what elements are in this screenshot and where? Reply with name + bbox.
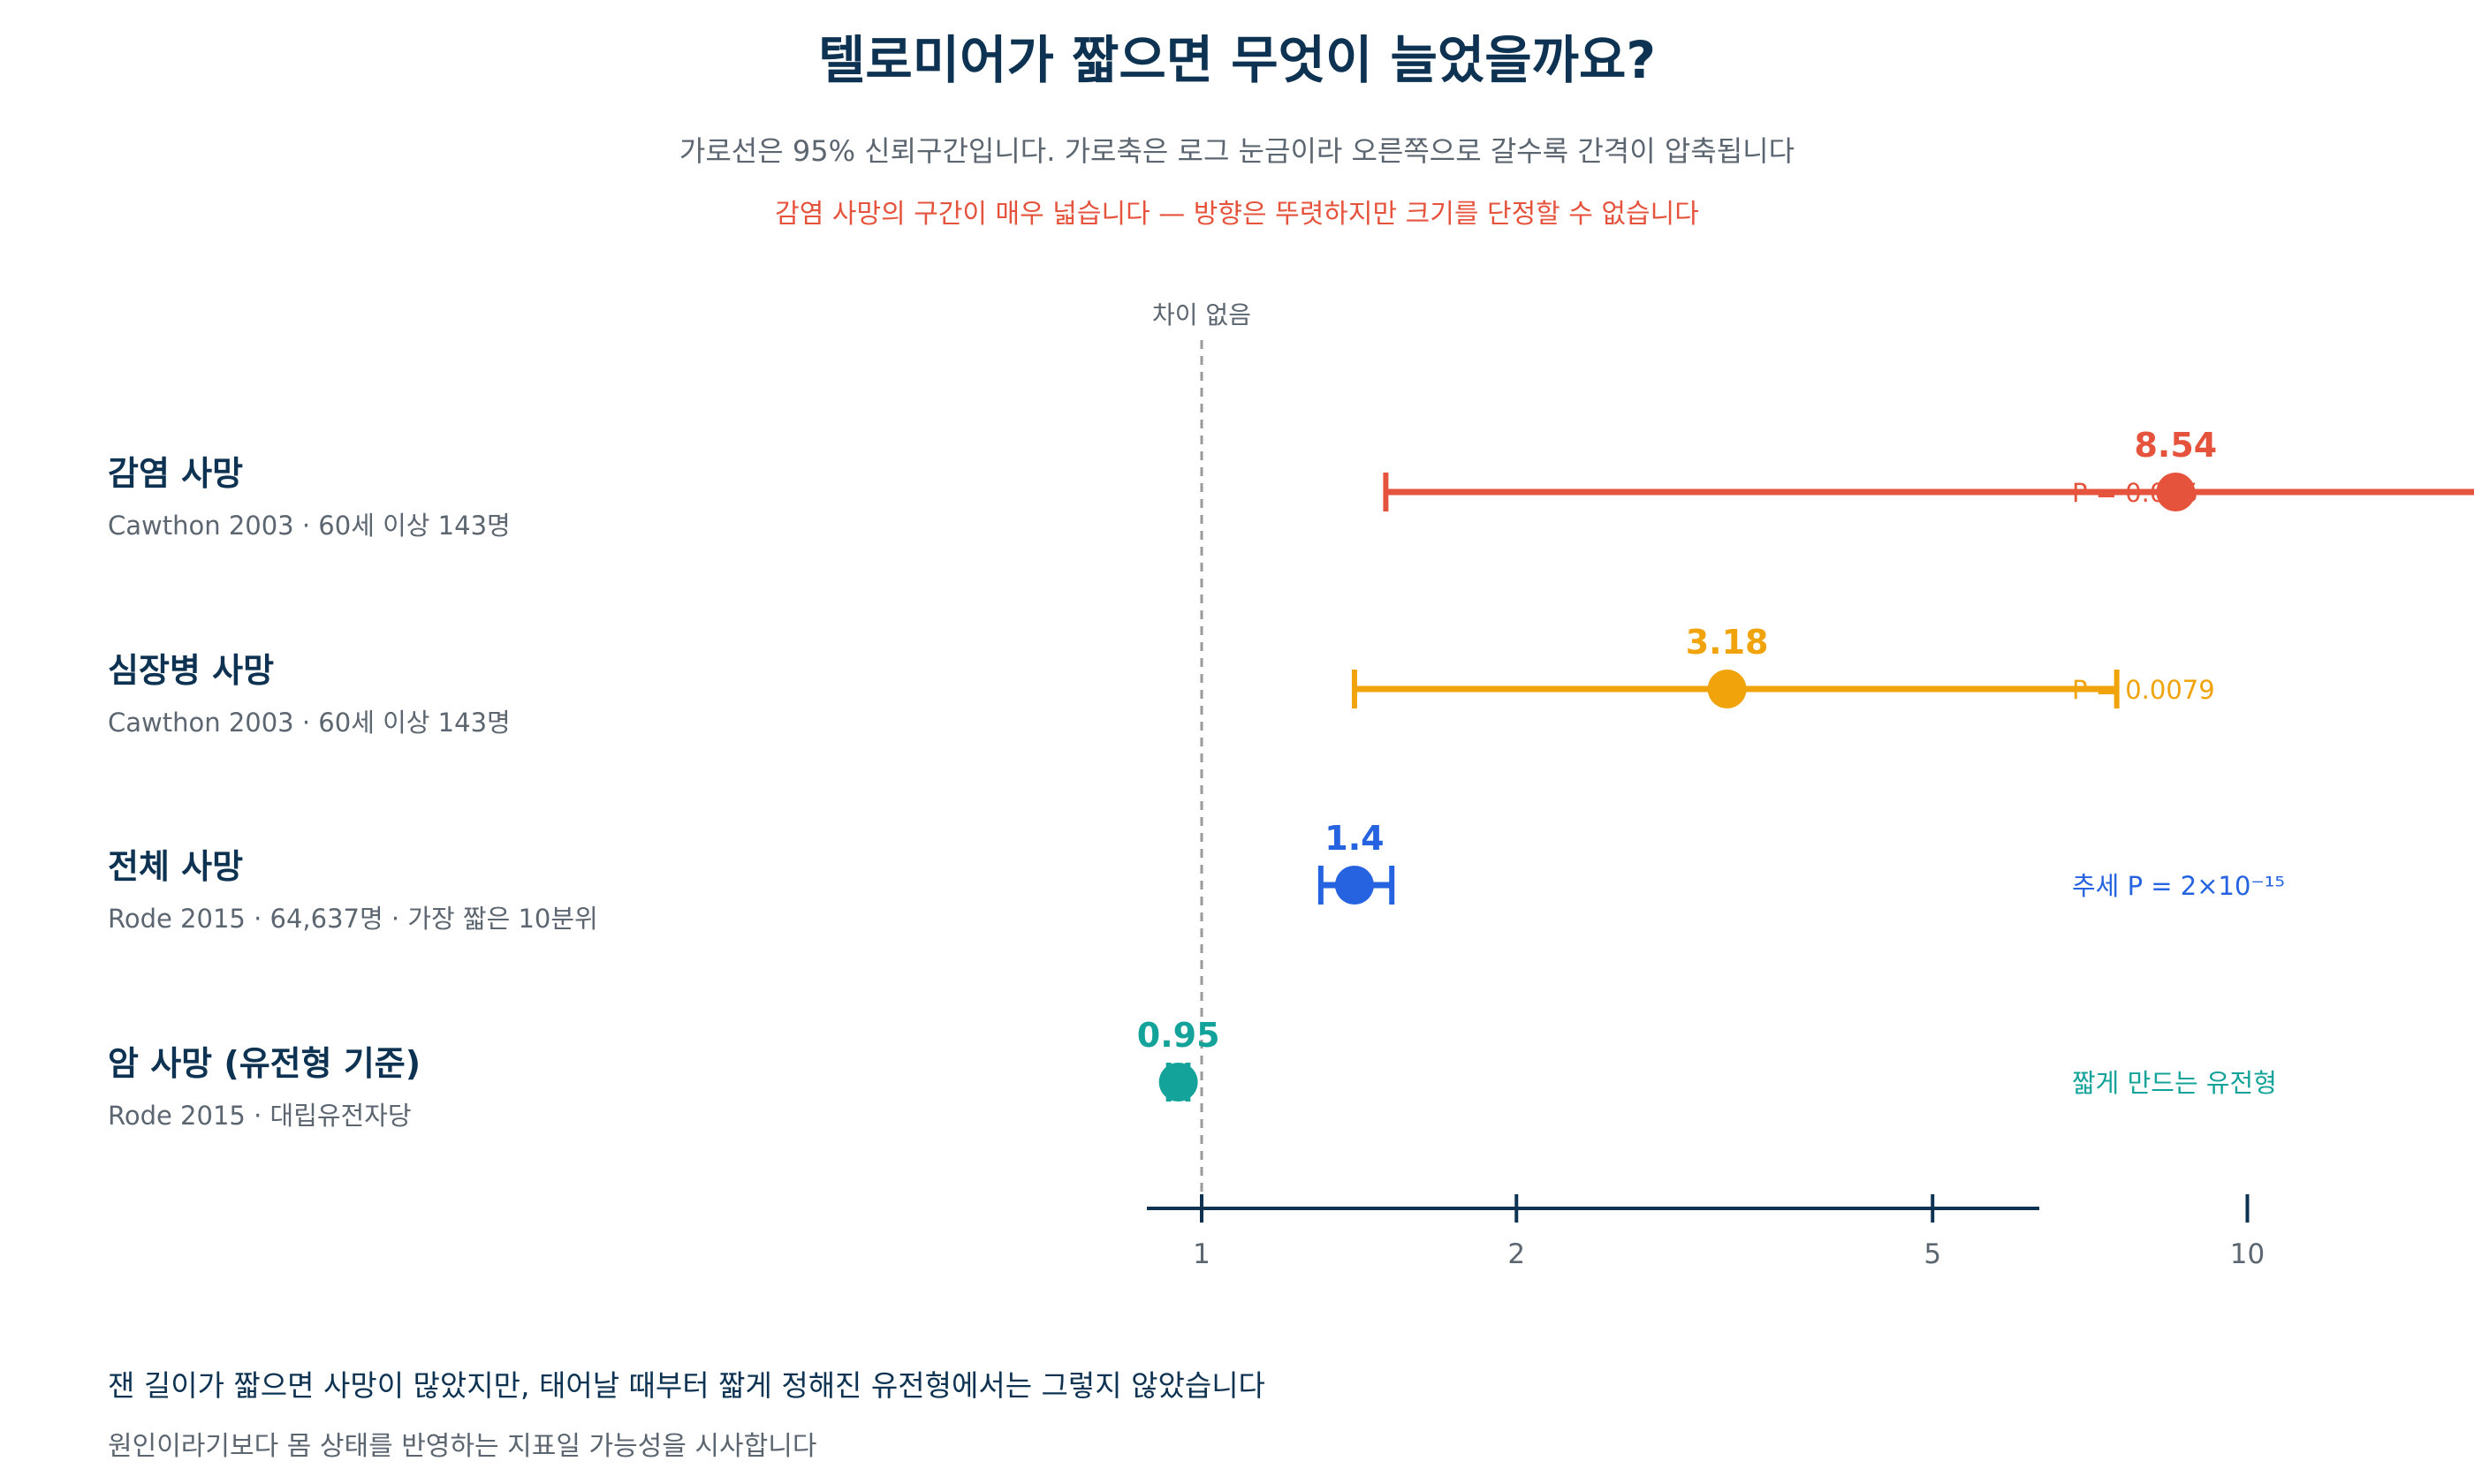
row-label: 암 사망 (유전형 기준)	[108, 1044, 421, 1083]
footer-conclusion: 잰 길이가 짧으면 사망이 많았지만, 태어날 때부터 짧게 정해진 유전형에서…	[108, 1368, 1265, 1403]
row-label: 심장병 사망	[108, 651, 274, 690]
x-axis: 125102050	[1147, 1194, 2265, 1270]
chart-warning-note: 감염 사망의 구간이 매우 넓습니다 — 방향은 뚜렷하지만 크기를 단정할 수…	[775, 199, 1699, 230]
row-source: Cawthon 2003 · 60세 이상 143명	[108, 511, 511, 541]
x-tick-label: 5	[1924, 1238, 1941, 1270]
row-source: Rode 2015 · 대립유전자당	[108, 1101, 412, 1131]
p-value-label: 추세 P = 2×10⁻¹⁵	[2072, 871, 2285, 901]
forest-row: 감염 사망 Cawthon 2003 · 60세 이상 143명 8.54 P = 0…	[108, 426, 2474, 541]
forest-row: 전체 사망 Rode 2015 · 64,637명 · 가장 짧은 10분위 1.4…	[108, 819, 2285, 934]
estimate-point	[1707, 670, 1747, 708]
estimate-label: 3.18	[1686, 623, 1769, 662]
row-label: 전체 사망	[108, 847, 243, 886]
reference-label: 차이 없음	[1152, 300, 1251, 329]
estimate-point	[1334, 866, 1374, 905]
estimate-label: 8.54	[2134, 426, 2217, 465]
footer-note: 원인이라기보다 몸 상태를 반영하는 지표일 가능성을 시사합니다	[108, 1431, 816, 1462]
row-label: 감염 사망	[108, 454, 243, 493]
x-tick-label: 10	[2230, 1238, 2265, 1270]
x-tick-label: 1	[1193, 1238, 1210, 1270]
forest-row: 심장병 사망 Cawthon 2003 · 60세 이상 143명 3.18 P = …	[108, 623, 2215, 738]
p-value-label: 짧게 만드는 유전형	[2072, 1068, 2277, 1098]
chart-subtitle: 가로선은 95% 신뢰구간입니다. 가로축은 로그 눈금이라 오른쪽으로 갈수록…	[679, 134, 1795, 168]
estimate-point	[1158, 1063, 1198, 1102]
forest-row: 암 사망 (유전형 기준) Rode 2015 · 대립유전자당 0.95 짧게 만드…	[108, 1016, 2277, 1131]
chart-title: 텔로미어가 짧으면 무엇이 늘었을까요?	[818, 30, 1656, 90]
p-value-label: P = 0.0079	[2072, 675, 2215, 705]
x-tick-label: 2	[1507, 1238, 1525, 1270]
row-source: Cawthon 2003 · 60세 이상 143명	[108, 708, 511, 738]
row-source: Rode 2015 · 64,637명 · 가장 짧은 10분위	[108, 904, 598, 934]
estimate-label: 0.95	[1137, 1016, 1220, 1055]
estimate-point	[2156, 473, 2196, 511]
p-value-label: P = 0.015	[2072, 478, 2198, 508]
estimate-label: 1.4	[1324, 819, 1384, 858]
